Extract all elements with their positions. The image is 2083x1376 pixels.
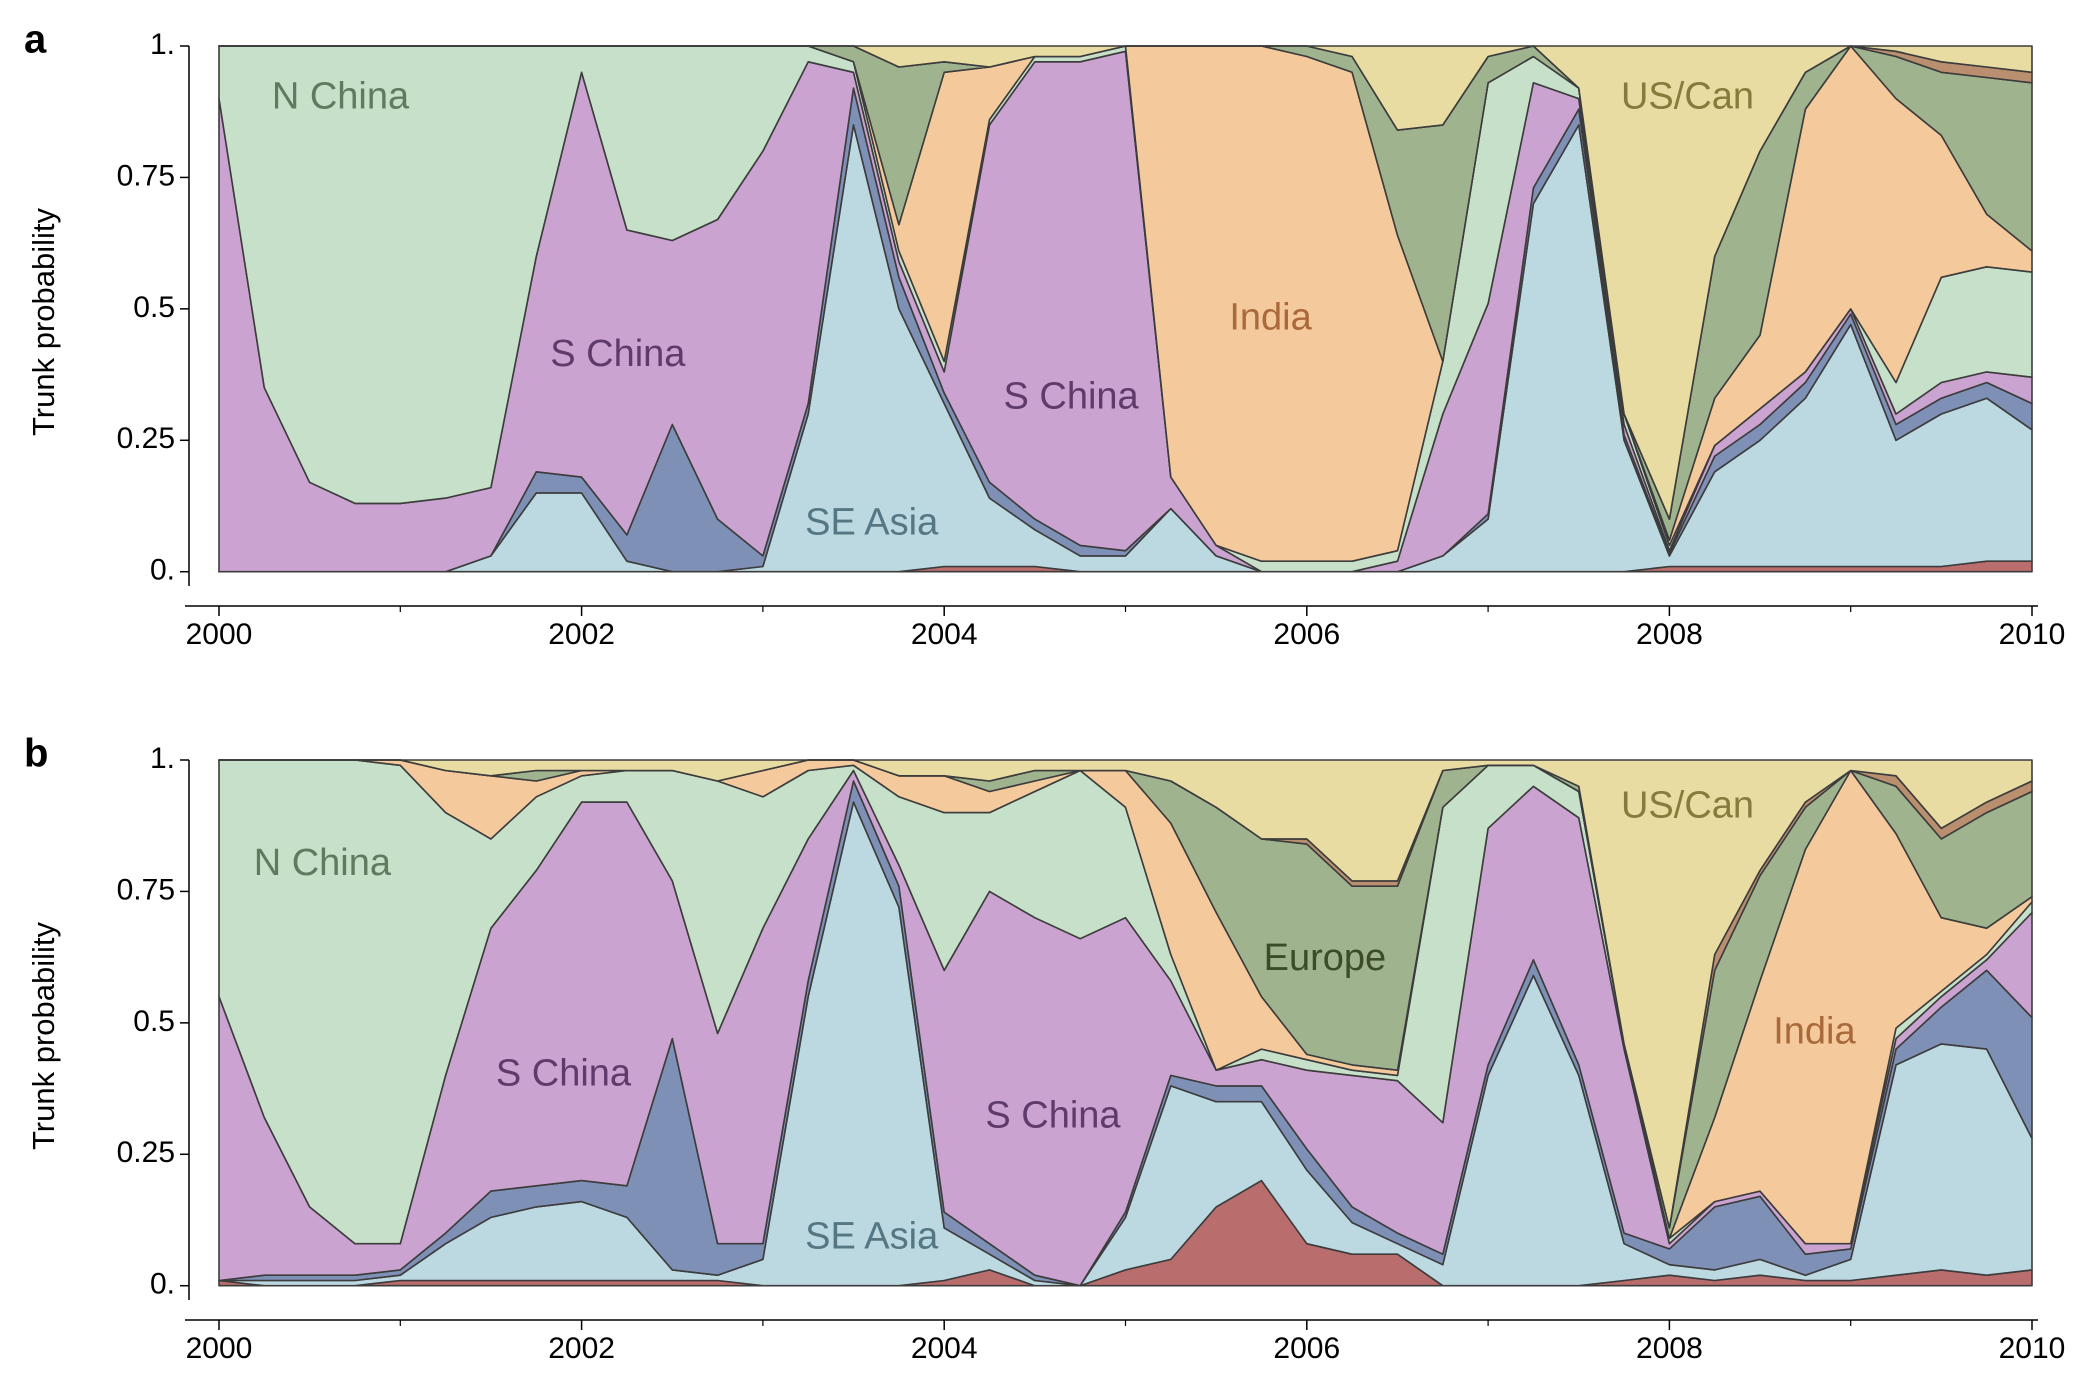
x-tick-label: 2004 (911, 618, 978, 651)
y-tick-label: 0.25 (117, 1136, 175, 1169)
y-tick-label: 0.5 (133, 1005, 175, 1038)
y-axis-label: Trunk probability (26, 208, 61, 437)
area-label: US/Can (1621, 784, 1754, 826)
area-label: SE Asia (805, 501, 939, 543)
area-label: S China (1004, 375, 1140, 417)
x-tick-label: 2000 (186, 618, 253, 651)
x-tick-label: 2000 (186, 1332, 253, 1365)
area-label: Europe (1264, 937, 1387, 979)
x-tick-label: 2010 (1999, 1332, 2066, 1365)
y-tick-label: 0.25 (117, 422, 175, 455)
y-tick-label: 1. (150, 742, 175, 775)
x-tick-label: 2004 (911, 1332, 978, 1365)
area-label: S China (985, 1095, 1121, 1137)
y-tick-label: 0.5 (133, 291, 175, 324)
panel: 0. 0.25 0.5 0.75 1. 2000 2002 2004 2006 2008 2010 T… (24, 18, 2065, 651)
x-tick-label: 2008 (1636, 1332, 1703, 1365)
y-tick-label: 0.75 (117, 873, 175, 906)
y-tick-label: 1. (150, 28, 175, 61)
panel-label: b (24, 732, 48, 776)
area (218, 759, 2033, 1229)
panel-label: a (24, 18, 47, 62)
x-tick-label: 2010 (1999, 618, 2066, 651)
area-label: S China (550, 333, 686, 375)
x-tick-label: 2006 (1273, 618, 1340, 651)
panel: 0. 0.25 0.5 0.75 1. 2000 2002 2004 2006 2008 2010 T… (24, 732, 2065, 1365)
area-label: India (1773, 1010, 1856, 1052)
x-tick-label: 2002 (548, 1332, 615, 1365)
area-label: SE Asia (805, 1215, 939, 1257)
area-label: N China (254, 842, 392, 884)
area-label: US/Can (1621, 76, 1754, 118)
x-tick-label: 2006 (1273, 1332, 1340, 1365)
area-label: N China (272, 76, 410, 118)
area-label: India (1229, 296, 1312, 338)
y-axis-label: Trunk probability (26, 922, 61, 1151)
x-tick-label: 2002 (548, 618, 615, 651)
x-tick-label: 2008 (1636, 618, 1703, 651)
y-tick-label: 0. (150, 1268, 175, 1301)
area (218, 45, 2033, 520)
y-tick-label: 0.75 (117, 159, 175, 192)
y-tick-label: 0. (150, 554, 175, 587)
area-label: S China (496, 1052, 632, 1094)
